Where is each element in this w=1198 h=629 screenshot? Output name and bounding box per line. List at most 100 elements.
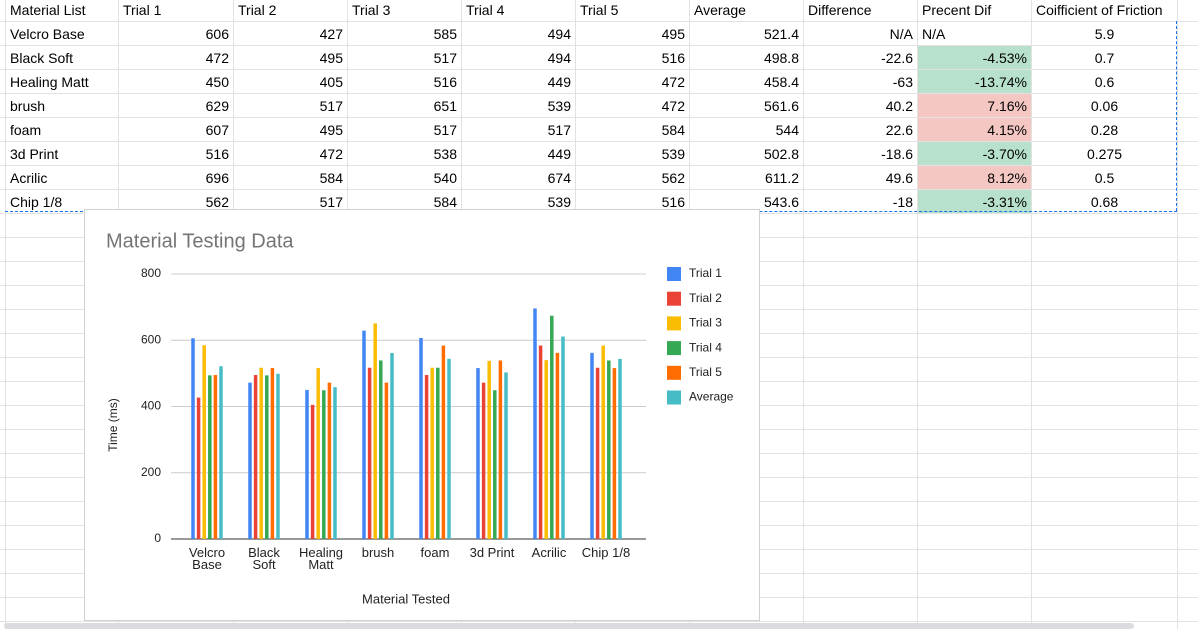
column-line xyxy=(5,0,6,629)
table-cell: -18.6 xyxy=(881,146,913,162)
table-cell: 539 xyxy=(661,146,685,162)
y-tick-label: 600 xyxy=(141,332,161,346)
table-cell: 521.4 xyxy=(763,26,799,42)
bar xyxy=(253,375,258,539)
header-cell: Difference xyxy=(808,2,872,18)
table-cell: -3.31% xyxy=(918,190,1031,213)
table-cell: 0.06 xyxy=(1090,98,1119,114)
bar xyxy=(590,352,594,539)
table-cell: N/A xyxy=(922,26,946,42)
table-cell: 517 xyxy=(319,194,343,210)
table-cell: 3d Print xyxy=(10,146,59,162)
bar xyxy=(447,358,451,539)
x-tick-label: Chip 1/8 xyxy=(581,545,631,560)
bar xyxy=(384,382,389,539)
bar xyxy=(208,375,212,539)
legend-swatch xyxy=(667,341,681,356)
bar xyxy=(213,375,218,539)
table-cell: 450 xyxy=(205,74,229,90)
legend-swatch xyxy=(667,316,681,331)
bar xyxy=(270,368,275,539)
table-cell: 472 xyxy=(205,50,229,66)
bar xyxy=(476,368,480,539)
table-cell: 539 xyxy=(547,194,571,210)
bar xyxy=(276,373,280,539)
bar xyxy=(424,375,429,539)
bar xyxy=(316,368,320,539)
legend-swatch xyxy=(667,267,681,281)
legend-swatch xyxy=(667,291,681,306)
bar xyxy=(373,323,377,539)
legend-label: Average xyxy=(689,390,734,404)
table-cell: 517 xyxy=(433,50,457,66)
table-cell: 405 xyxy=(319,74,343,90)
row-line xyxy=(0,189,1198,190)
table-cell: 7.16% xyxy=(918,94,1031,117)
x-tick-label: foam xyxy=(420,545,450,560)
legend-swatch xyxy=(667,390,681,405)
table-cell: -13.74% xyxy=(918,70,1031,93)
table-cell: -22.6 xyxy=(881,50,913,66)
table-cell: Acrilic xyxy=(10,170,48,186)
bar xyxy=(601,345,605,539)
y-tick-label: 0 xyxy=(154,531,161,545)
table-cell: 8.12% xyxy=(918,166,1031,189)
table-cell: 0.7 xyxy=(1094,50,1115,66)
x-tick-label: Acrilic xyxy=(531,545,567,560)
table-cell: 458.4 xyxy=(763,74,799,90)
scrollbar[interactable] xyxy=(4,623,1134,629)
column-line xyxy=(917,0,918,629)
table-cell: 543.6 xyxy=(763,194,799,210)
table-cell: 540 xyxy=(433,170,457,186)
table-cell: 629 xyxy=(205,98,229,114)
table-cell: 561.6 xyxy=(763,98,799,114)
row-line xyxy=(0,141,1198,142)
chart: Material Testing Data Time (ms) Material… xyxy=(84,209,760,621)
table-cell: 538 xyxy=(433,146,457,162)
table-cell: -4.53% xyxy=(918,46,1031,69)
bar xyxy=(481,382,486,539)
column-line xyxy=(803,0,804,629)
table-cell: 472 xyxy=(319,146,343,162)
bar xyxy=(390,352,394,539)
row-line xyxy=(0,117,1198,118)
bar xyxy=(430,367,434,539)
x-tick-label: brush xyxy=(361,545,395,560)
bar xyxy=(419,337,423,539)
table-cell: 472 xyxy=(661,98,685,114)
table-cell: 502.8 xyxy=(763,146,799,162)
table-cell: 0.275 xyxy=(1086,146,1123,162)
bar xyxy=(196,397,201,539)
header-cell: Material List xyxy=(10,2,86,18)
x-axis-label: Material Tested xyxy=(362,591,450,606)
table-cell: 696 xyxy=(205,170,229,186)
x-tick-label: Velcro Base xyxy=(188,545,226,572)
bar xyxy=(504,372,508,539)
table-cell: 517 xyxy=(547,122,571,138)
bar xyxy=(493,390,497,539)
table-cell: Velcro Base xyxy=(10,26,85,42)
table-cell: 517 xyxy=(319,98,343,114)
table-cell: 516 xyxy=(661,50,685,66)
table-cell: 495 xyxy=(319,50,343,66)
bar xyxy=(607,360,611,539)
bar xyxy=(436,367,440,539)
legend-label: Trial 1 xyxy=(689,266,722,280)
table-cell: 544 xyxy=(775,122,799,138)
bar xyxy=(367,367,372,539)
table-cell: 539 xyxy=(547,98,571,114)
bar xyxy=(219,366,223,539)
table-cell: N/A xyxy=(889,26,913,42)
table-cell: 22.6 xyxy=(885,122,913,138)
header-cell: Trial 1 xyxy=(123,2,162,18)
table-cell: brush xyxy=(10,98,46,114)
bar xyxy=(498,360,503,539)
header-cell: Trial 2 xyxy=(238,2,277,18)
y-axis-label: Time (ms) xyxy=(106,398,120,452)
legend-label: Trial 2 xyxy=(689,291,722,305)
row-line xyxy=(0,93,1198,94)
row-line xyxy=(0,69,1198,70)
table-cell: 0.5 xyxy=(1094,170,1115,186)
table-cell: 0.68 xyxy=(1090,194,1119,210)
